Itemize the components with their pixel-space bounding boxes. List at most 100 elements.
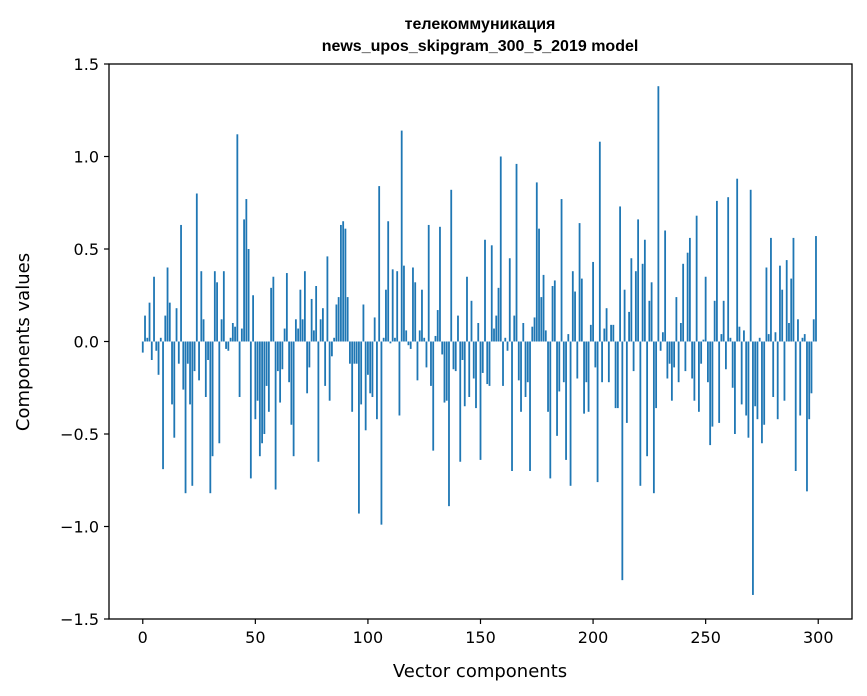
plot-frame [108,63,853,620]
bar-131 [436,310,439,342]
bar-254 [713,300,716,342]
bar-14 [173,341,176,438]
bar-104 [376,341,378,420]
bar-242 [686,252,689,342]
bar-112 [394,337,396,342]
bar-205 [603,328,606,342]
bar-275 [761,341,763,444]
bar-257 [720,334,723,342]
bar-249 [702,339,705,342]
bar-95 [355,341,358,364]
bar-63 [283,328,286,342]
bar-271 [752,341,754,595]
bar-44 [240,328,243,342]
y-axis-label: Components values [13,253,34,431]
bar-281 [774,332,777,342]
bar-110 [389,341,392,344]
bar-258 [722,300,725,342]
bar-5 [153,276,155,342]
bar-139 [454,341,457,372]
bar-221 [639,341,642,486]
bar-8 [159,337,162,342]
bar-35 [220,319,223,342]
bar-41 [234,326,236,342]
bar-130 [434,335,437,342]
bar-204 [601,341,603,383]
bar-246 [695,215,698,342]
bar-60 [276,341,279,372]
bar-186 [560,199,563,342]
bar-149 [477,323,480,342]
bar-86 [335,304,338,342]
bar-88 [340,224,342,342]
bar-240 [682,263,685,342]
x-tick-label: 200 [578,628,609,647]
bar-127 [427,224,430,342]
bar-12 [168,302,171,342]
bar-65 [288,341,291,383]
x-tick-label: 150 [465,628,496,647]
bar-241 [684,341,687,372]
bar-113 [396,271,399,342]
bar-121 [414,282,417,342]
bar-30 [209,341,212,494]
bar-220 [637,219,640,342]
bar-193 [576,341,579,379]
bar-36 [222,271,225,342]
bar-181 [549,341,552,479]
bar-157 [495,315,498,342]
bar-27 [202,319,205,342]
bar-52 [258,341,261,457]
bar-232 [664,230,667,342]
bar-201 [594,341,597,368]
bar-234 [668,341,671,364]
bar-292 [799,341,802,416]
bar-250 [704,276,707,342]
bar-142 [461,341,464,360]
bar-166 [515,163,518,342]
bar-276 [763,341,766,425]
bar-16 [177,341,180,364]
bar-115 [400,130,403,342]
bar-51 [256,341,259,401]
bar-116 [403,265,405,342]
bar-43 [238,341,241,397]
bar-247 [698,341,700,412]
bar-252 [709,341,712,446]
bar-103 [373,317,376,342]
bar-217 [630,258,633,342]
bar-102 [371,341,374,397]
bar-77 [315,286,318,342]
bar-64 [285,273,288,342]
bar-45 [243,219,245,342]
bar-1 [144,315,146,342]
bar-81 [324,341,327,386]
bar-147 [472,341,475,379]
bar-196 [583,341,585,414]
bar-295 [806,341,808,492]
bar-215 [625,341,628,423]
bar-296 [808,341,811,420]
bar-197 [585,341,588,383]
bar-263 [734,341,736,434]
bar-137 [450,189,453,342]
bar-26 [200,271,203,342]
bar-245 [693,341,696,401]
bar-33 [216,282,218,342]
bar-32 [213,271,216,342]
bar-23 [193,341,196,372]
bar-31 [211,341,214,457]
bar-262 [731,341,734,388]
bar-119 [409,341,412,349]
bar-18 [182,341,185,390]
chart-title-line-1: телекоммуникация [405,16,556,33]
bar-267 [743,330,745,342]
bar-216 [628,311,630,342]
bar-40 [231,323,234,342]
bar-25 [198,341,200,381]
bar-255 [716,200,718,342]
bar-143 [463,341,466,407]
bar-129 [432,341,435,451]
bar-225 [648,300,651,342]
bar-4 [150,341,153,360]
